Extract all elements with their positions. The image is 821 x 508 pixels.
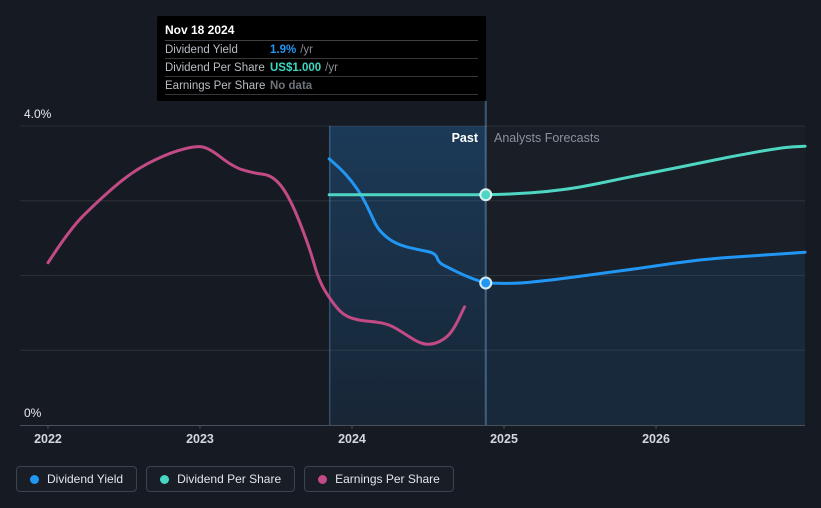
x-axis-label: 2025 (490, 432, 518, 446)
x-axis-label: 2026 (642, 432, 670, 446)
tooltip-value: US$1.000 (270, 61, 322, 74)
tooltip-label: Dividend Yield (165, 43, 238, 56)
series-line-dividend-per-share (327, 144, 807, 197)
hover-tooltip: Nov 18 2024 Dividend Yield 1.9% /yr Divi… (157, 16, 486, 101)
tooltip-label: Dividend Per Share (165, 61, 265, 74)
series-line-earnings-per-share (46, 145, 466, 346)
tooltip-value: 1.9% (270, 43, 297, 56)
legend-item-label: Dividend Yield (47, 472, 124, 486)
past-zone-label: Past (451, 131, 478, 145)
legend-item-dividend-per-share[interactable]: Dividend Per Share (146, 466, 296, 492)
forecast-zone-label: Analysts Forecasts (494, 131, 600, 145)
tooltip-label: Earnings Per Share (165, 79, 266, 92)
chart-legend: Dividend Yield Dividend Per Share Earnin… (16, 466, 454, 492)
marker-dot-dividend-yield[interactable] (479, 276, 493, 290)
tooltip-unit: /yr (300, 43, 313, 56)
x-axis-label: 2023 (186, 432, 214, 446)
x-axis-label: 2022 (34, 432, 62, 446)
legend-item-label: Earnings Per Share (335, 472, 440, 486)
tooltip-row-dividend-per-share: Dividend Per Share US$1.000 /yr (165, 59, 478, 77)
legend-item-earnings-per-share[interactable]: Earnings Per Share (304, 466, 454, 492)
marker-dot-dividend-per-share[interactable] (479, 188, 493, 202)
earnings-per-share-dot-icon (318, 474, 328, 484)
legend-item-label: Dividend Per Share (177, 472, 282, 486)
past-highlight-band (329, 126, 486, 425)
legend-item-dividend-yield[interactable]: Dividend Yield (16, 466, 138, 492)
y-axis-label-min: 0% (24, 406, 42, 420)
y-axis-label-max: 4.0% (24, 107, 52, 121)
series-line-dividend-yield (327, 157, 807, 285)
x-axis-label: 2024 (338, 432, 366, 446)
tooltip-value: No data (270, 79, 313, 92)
tooltip-unit: /yr (325, 61, 338, 74)
dividend-yield-dot-icon (30, 474, 39, 484)
tooltip-date: Nov 18 2024 (165, 20, 478, 41)
dividend-per-share-dot-icon (160, 474, 170, 484)
tooltip-row-dividend-yield: Dividend Yield 1.9% /yr (165, 41, 478, 59)
tooltip-row-earnings-per-share: Earnings Per Share No data (165, 77, 478, 95)
forecast-area-fill (485, 252, 805, 425)
